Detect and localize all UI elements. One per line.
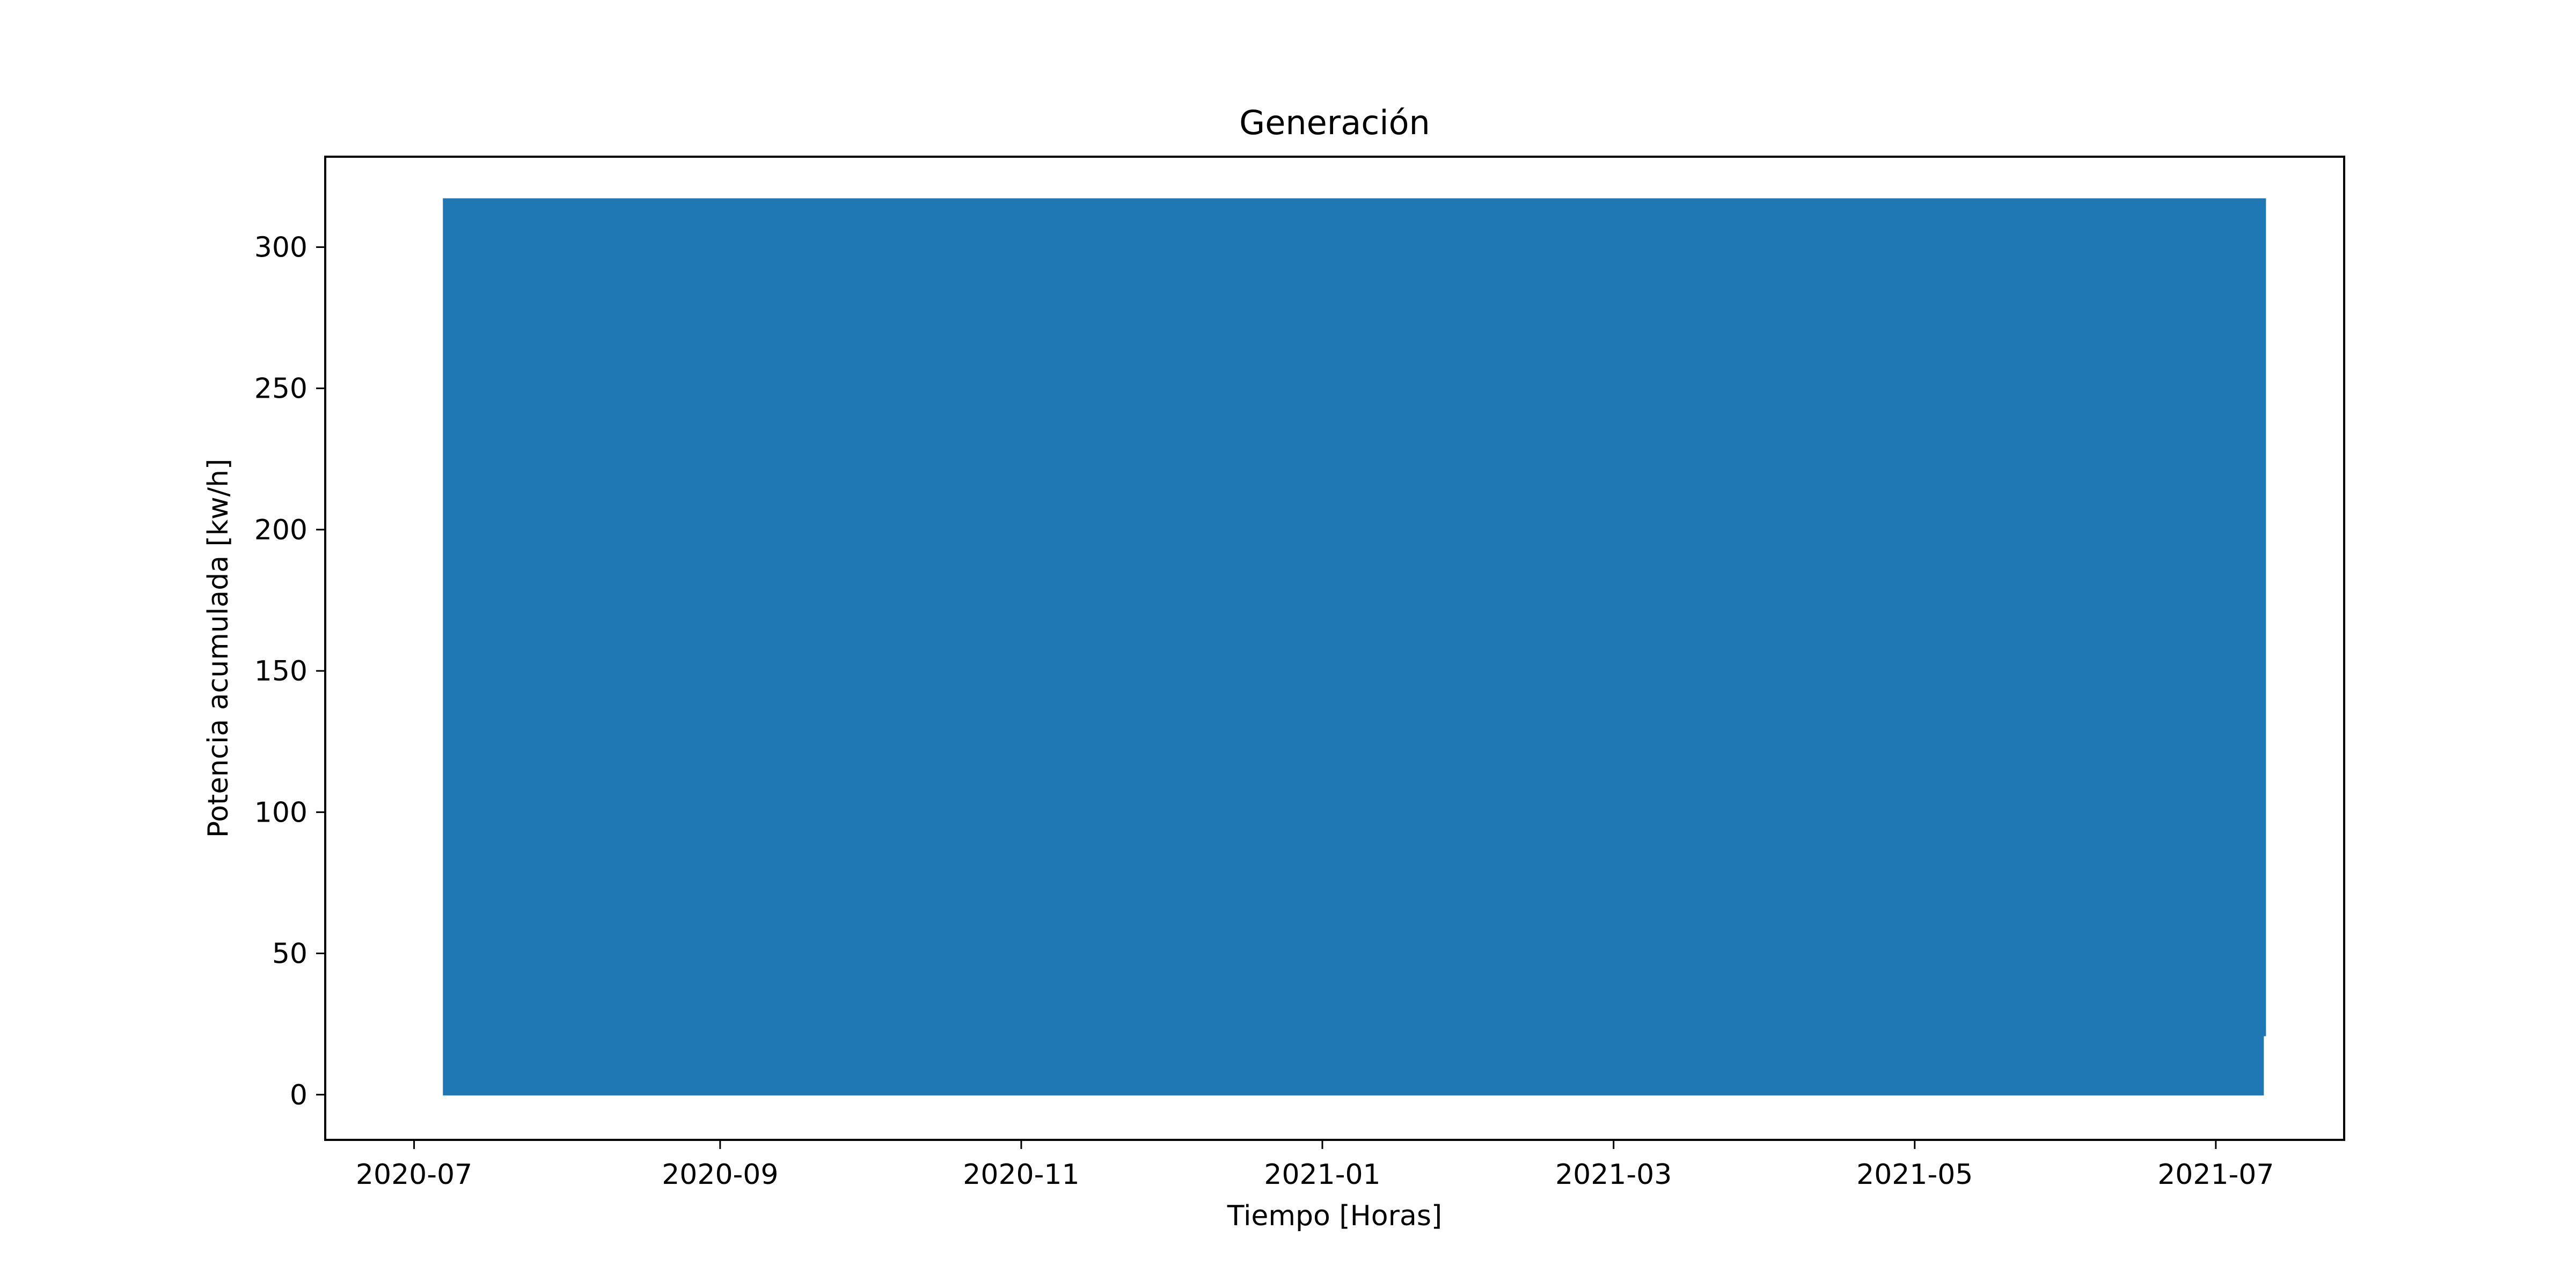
series-0-band bbox=[443, 198, 2266, 1096]
x-axis: 2020-07 2020-09 2020-11 2021-01 2021-03 2021-… bbox=[356, 1140, 2274, 1191]
x-tick-label: 2021-07 bbox=[2157, 1159, 2274, 1191]
y-axis: 0 50 100 150 200 250 300 bbox=[254, 231, 325, 1111]
y-tick-label: 0 bbox=[290, 1079, 308, 1111]
x-tick-label: 2020-09 bbox=[662, 1159, 778, 1191]
x-axis-title: Tiempo [Horas] bbox=[1227, 1200, 1442, 1232]
x-tick-label: 2021-01 bbox=[1264, 1159, 1380, 1191]
y-tick-label: 100 bbox=[254, 796, 308, 829]
x-tick-label: 2020-07 bbox=[356, 1159, 472, 1191]
y-tick-label: 200 bbox=[254, 514, 308, 546]
x-tick-label: 2021-05 bbox=[1856, 1159, 1973, 1191]
y-tick-label: 250 bbox=[254, 373, 308, 405]
x-tick-label: 2020-11 bbox=[963, 1159, 1079, 1191]
y-tick-label: 150 bbox=[254, 655, 308, 687]
chart-title: Generación bbox=[1239, 103, 1430, 142]
plot-frame bbox=[324, 156, 2345, 1141]
y-tick-label: 50 bbox=[272, 938, 308, 970]
x-tick-label: 2021-03 bbox=[1555, 1159, 1672, 1191]
series-layer bbox=[443, 198, 2266, 1096]
y-axis-title: Potencia acumulada [kw/h] bbox=[202, 459, 235, 838]
y-tick-label: 300 bbox=[254, 231, 308, 264]
